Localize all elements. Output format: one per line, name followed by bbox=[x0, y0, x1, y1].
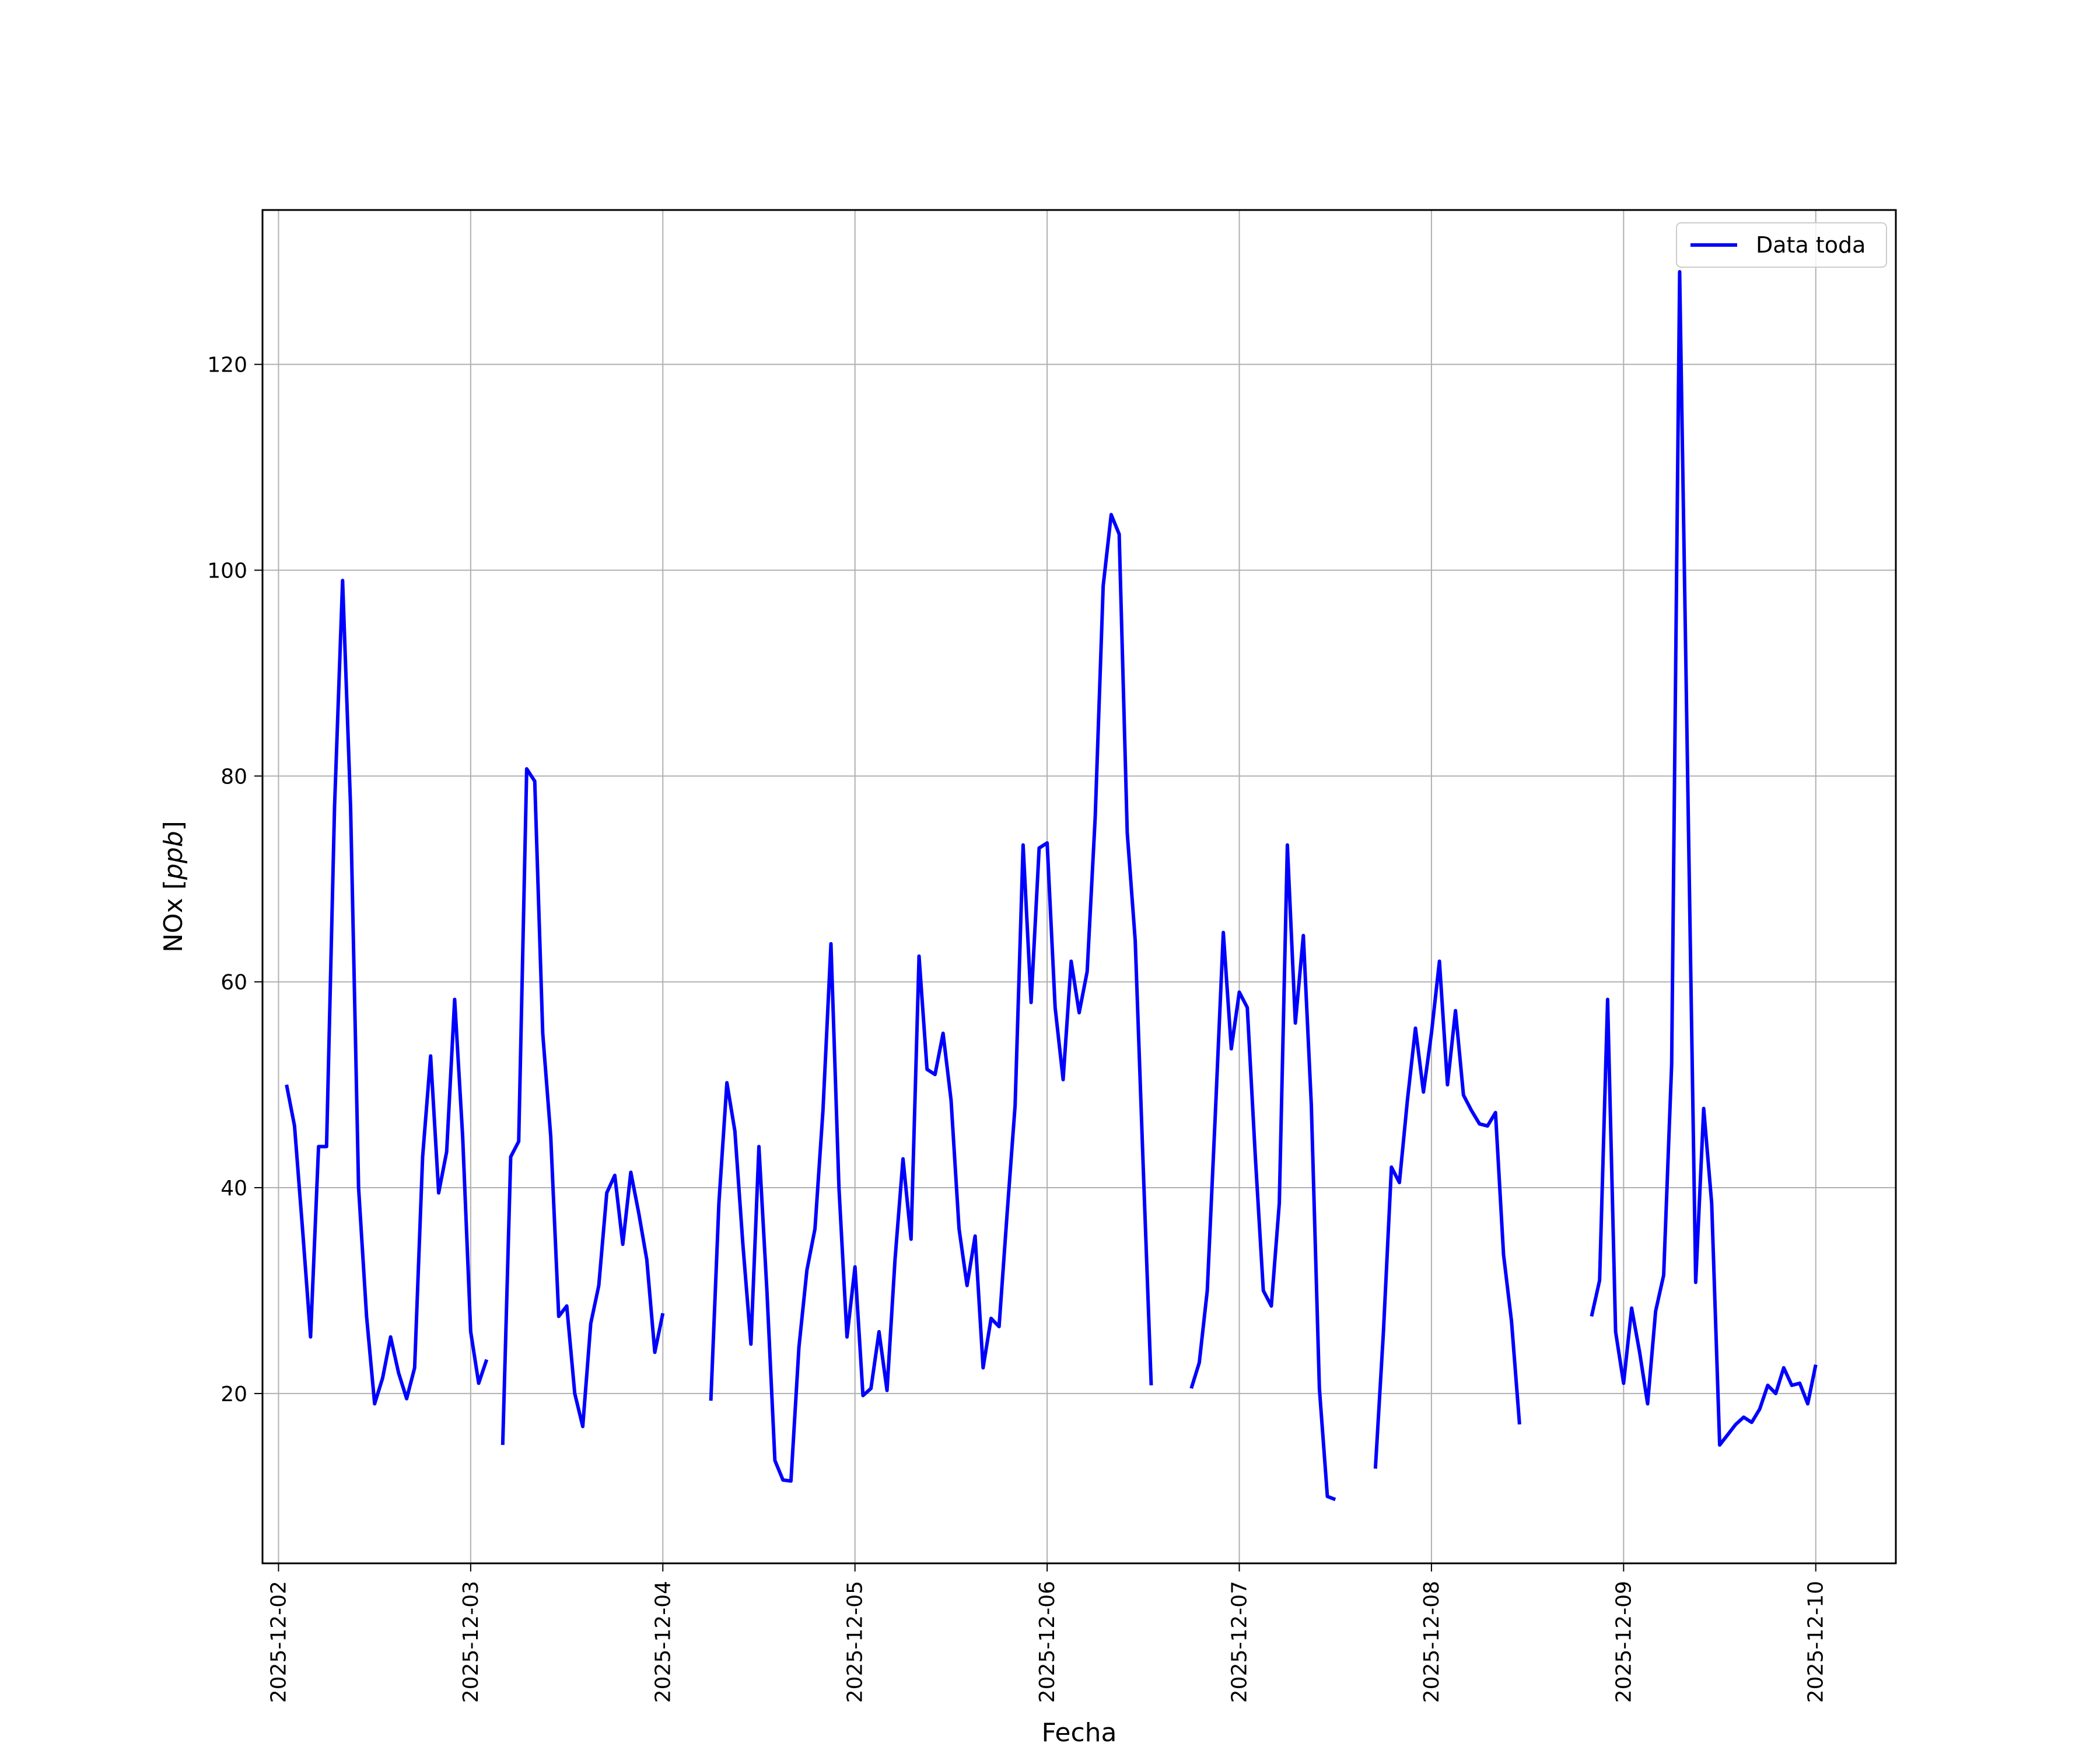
y-axis: 20 40 60 80 100 120 bbox=[207, 354, 262, 1406]
legend: Data toda bbox=[1676, 222, 1887, 268]
x-tick-label: 2025-12-05 bbox=[844, 1581, 867, 1703]
plot-frame bbox=[261, 209, 1897, 1564]
y-axis-label: NOx [ppb] bbox=[159, 821, 188, 953]
series-line-segment bbox=[1590, 270, 1818, 1447]
y-axis-label-text: NOx [ bbox=[159, 880, 188, 953]
series-line-segment bbox=[285, 579, 489, 1406]
x-tick-label: 2025-12-07 bbox=[1228, 1581, 1252, 1703]
x-axis: 2025-12-02 2025-12-03 2025-12-04 2025-12-05… bbox=[267, 1563, 1828, 1703]
y-tick-label: 100 bbox=[207, 559, 247, 583]
x-tick-label: 2025-12-08 bbox=[1420, 1581, 1444, 1703]
y-axis-label-close: ] bbox=[159, 821, 188, 831]
x-tick-label: 2025-12-04 bbox=[651, 1581, 675, 1703]
y-tick-label: 120 bbox=[207, 354, 247, 377]
x-tick-label: 2025-12-10 bbox=[1804, 1581, 1828, 1703]
x-tick-label: 2025-12-02 bbox=[267, 1581, 290, 1703]
series-line-segment bbox=[1373, 959, 1521, 1469]
x-tick-label: 2025-12-06 bbox=[1035, 1581, 1059, 1703]
y-tick-label: 60 bbox=[220, 971, 247, 995]
x-axis-label: Fecha bbox=[1041, 1718, 1116, 1748]
y-tick-label: 20 bbox=[220, 1382, 247, 1406]
series-line-segment bbox=[1189, 843, 1336, 1502]
grid-lines bbox=[262, 210, 1896, 1563]
series-line-segment bbox=[709, 513, 1153, 1483]
legend-box bbox=[1676, 222, 1887, 268]
legend-label: Data toda bbox=[1756, 232, 1866, 258]
y-axis-label-unit: ppb bbox=[159, 831, 188, 880]
series-layer bbox=[285, 270, 1818, 1502]
y-tick-label: 40 bbox=[220, 1177, 247, 1200]
x-tick-label: 2025-12-03 bbox=[459, 1581, 483, 1703]
series-line-segment bbox=[501, 767, 665, 1446]
x-tick-label: 2025-12-09 bbox=[1612, 1581, 1636, 1703]
y-tick-label: 80 bbox=[220, 765, 247, 789]
